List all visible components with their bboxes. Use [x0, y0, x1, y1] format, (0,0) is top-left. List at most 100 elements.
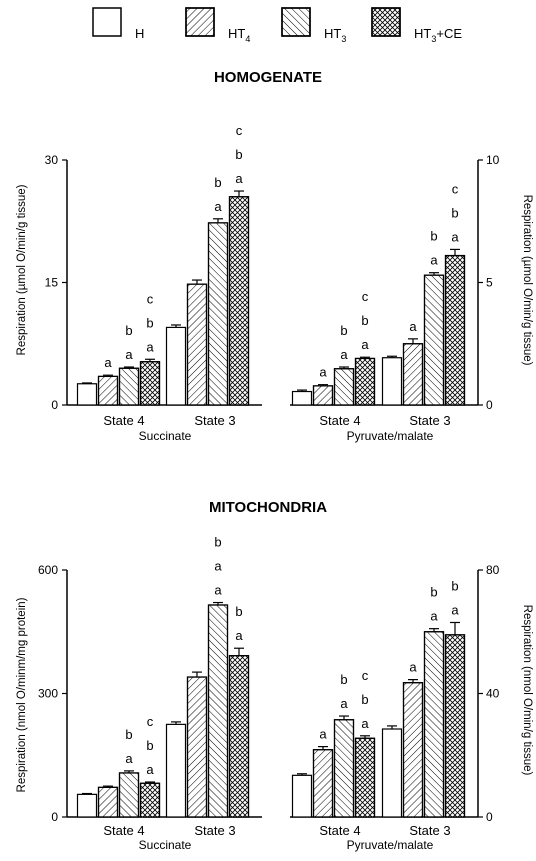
- y-tick-label-right: 80: [486, 563, 500, 577]
- significance-letter: c: [147, 714, 154, 729]
- legend: H HT4 HT3 HT3+CE: [92, 7, 462, 44]
- significance-letter: b: [235, 604, 242, 619]
- significance-letter: a: [361, 716, 369, 731]
- category-label: State 4: [103, 823, 144, 838]
- significance-letter: a: [125, 751, 133, 766]
- significance-letter: b: [451, 205, 458, 220]
- significance-letter: a: [430, 253, 438, 268]
- y-tick-label-left: 0: [51, 398, 58, 412]
- bar-h: [76, 793, 98, 818]
- significance-letter: c: [236, 123, 243, 138]
- significance-letter: b: [214, 535, 221, 550]
- significance-letter: a: [235, 171, 243, 186]
- y-tick-label-right: 0: [486, 810, 493, 824]
- significance-letter: a: [319, 365, 327, 380]
- significance-letter: a: [214, 583, 222, 598]
- bar-pattern: [97, 786, 119, 818]
- bar-h: [291, 774, 313, 818]
- category-label: State 3: [409, 413, 450, 428]
- bar-pattern: [312, 385, 334, 406]
- significance-letter: b: [125, 323, 132, 338]
- bar-pattern: [186, 676, 208, 818]
- bar-pattern: [186, 283, 208, 406]
- significance-letter: b: [430, 229, 437, 244]
- legend-swatch-pattern: [185, 7, 215, 37]
- bar-pattern: [333, 368, 355, 406]
- significance-letter: a: [214, 199, 222, 214]
- bar-h: [291, 390, 313, 406]
- y-tick-label-right: 40: [486, 687, 500, 701]
- category-label: State 3: [194, 823, 235, 838]
- homogenate-panel: HOMOGENATE 0 15 30 0 5 10 Respiration (µmol O/m…: [16, 69, 533, 443]
- y-tick-label-left: 0: [51, 810, 58, 824]
- legend-label-ht3: HT3: [324, 26, 346, 44]
- substrate-label: Succinate: [139, 838, 192, 852]
- significance-letter: a: [451, 602, 459, 617]
- significance-letter: a: [146, 762, 154, 777]
- bar-pattern: [207, 604, 229, 818]
- significance-letter: a: [125, 347, 133, 362]
- y-tick-label-right: 5: [486, 276, 493, 290]
- bar-pattern: [139, 361, 161, 406]
- significance-letter: a: [214, 559, 222, 574]
- bar-pattern: [354, 357, 376, 406]
- panel-title: HOMOGENATE: [214, 69, 322, 86]
- significance-letter: c: [362, 289, 369, 304]
- legend-label-h: H: [135, 26, 144, 41]
- significance-letter: c: [147, 291, 154, 306]
- significance-letter: a: [409, 319, 417, 334]
- legend-label-ht4: HT4: [228, 26, 250, 44]
- significance-letter: c: [452, 181, 459, 196]
- bar-pattern: [402, 682, 424, 818]
- bar-h: [76, 383, 98, 406]
- legend-swatch-pattern: [281, 7, 311, 37]
- significance-letter: a: [146, 339, 154, 354]
- significance-letter: a: [430, 609, 438, 624]
- y-tick-label-right: 10: [486, 153, 500, 167]
- y-axis-label-left: Respiration (µmol O/min/g tissue): [16, 184, 28, 355]
- significance-letter: b: [125, 727, 132, 742]
- bar-pattern: [118, 772, 140, 818]
- bar-pattern: [228, 655, 250, 818]
- bar-pattern: [118, 367, 140, 406]
- bar-pattern: [444, 634, 466, 818]
- category-label: State 4: [319, 413, 360, 428]
- bar-h: [165, 326, 187, 406]
- significance-letter: b: [146, 738, 153, 753]
- y-tick-label-left: 300: [38, 687, 58, 701]
- bar-pattern: [228, 196, 250, 406]
- legend-swatch-h: [92, 7, 122, 37]
- y-axis-label-right: Respiration (µmol O/min/g tissue): [521, 195, 533, 366]
- bar-h: [381, 728, 403, 818]
- y-tick-label-right: 0: [486, 398, 493, 412]
- significance-letter: b: [361, 692, 368, 707]
- significance-letter: a: [235, 628, 243, 643]
- significance-letter: a: [361, 337, 369, 352]
- significance-letter: a: [104, 355, 112, 370]
- substrate-label: Pyruvate/malate: [347, 429, 434, 443]
- bar-pattern: [423, 274, 445, 406]
- significance-letter: b: [214, 175, 221, 190]
- significance-letter: a: [451, 229, 459, 244]
- substrate-label: Pyruvate/malate: [347, 838, 434, 852]
- y-axis-label-right: Respiration (nmol O/min/g tissue): [521, 605, 533, 776]
- significance-letter: b: [235, 147, 242, 162]
- bar-pattern: [97, 375, 119, 406]
- bar-pattern: [444, 254, 466, 406]
- bar-h: [165, 723, 187, 818]
- y-tick-label-left: 600: [38, 563, 58, 577]
- bar-pattern: [354, 737, 376, 818]
- category-label: State 4: [319, 823, 360, 838]
- significance-letter: a: [409, 660, 417, 675]
- category-label: State 3: [409, 823, 450, 838]
- significance-letter: c: [362, 668, 369, 683]
- significance-letter: b: [340, 323, 347, 338]
- significance-letter: a: [340, 696, 348, 711]
- significance-letter: b: [361, 313, 368, 328]
- y-tick-label-left: 30: [45, 153, 59, 167]
- significance-letter: a: [340, 347, 348, 362]
- y-axis-label-left: Respiration (nmol O/minm/mg protein): [16, 597, 28, 792]
- bar-pattern: [207, 222, 229, 406]
- bar-pattern: [312, 749, 334, 818]
- panel-title: MITOCHONDRIA: [209, 499, 327, 516]
